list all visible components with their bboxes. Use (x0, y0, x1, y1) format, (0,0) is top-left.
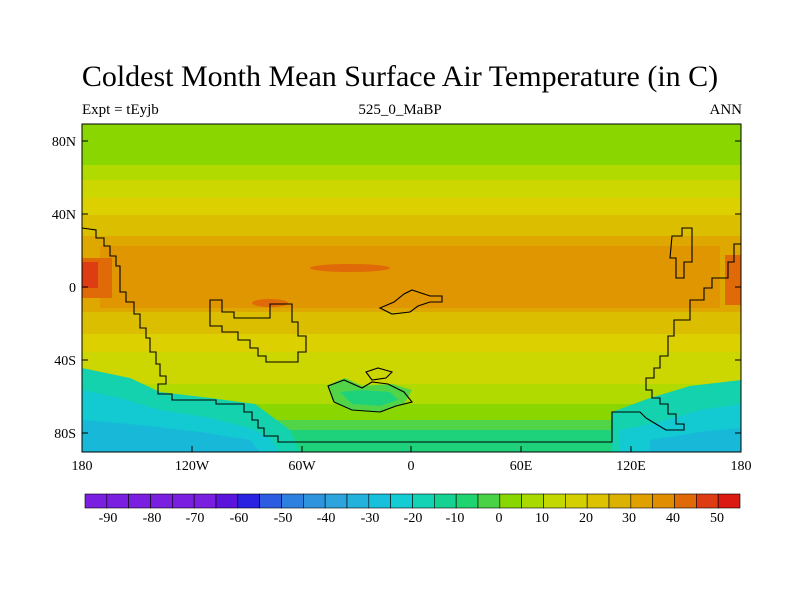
colorbar-swatch (259, 493, 282, 509)
coast-east (639, 243, 741, 431)
colorbar-swatch (521, 493, 544, 509)
colorbar-label: 50 (710, 511, 724, 526)
band-tropics-core (100, 246, 720, 308)
y-axis: 80N 40N 0 40S 80S (52, 135, 741, 442)
colorbar-swatch (717, 493, 741, 509)
colorbar-label: -10 (446, 511, 465, 526)
hot-spot-left-edge (82, 262, 98, 288)
colorbar-swatch (193, 493, 217, 509)
colorbar-label: 30 (622, 511, 636, 526)
colorbar-swatch (477, 493, 501, 509)
warm-spot-equator (310, 264, 390, 272)
colorbar-label: 0 (496, 511, 503, 526)
warm-spot-right-edge (725, 255, 741, 305)
temperature-field (82, 124, 741, 452)
y-tick-label: 40S (54, 354, 76, 369)
colorbar-swatch (608, 493, 632, 509)
colorbar (84, 493, 741, 509)
y-tick-label: 40N (52, 208, 76, 223)
colorbar-swatch (565, 493, 588, 509)
colorbar-label: -60 (230, 511, 249, 526)
y-tick-label: 80N (52, 135, 76, 150)
x-tick-label: 0 (408, 459, 415, 474)
continent-outlines (81, 227, 741, 443)
colorbar-swatch (630, 493, 653, 509)
colorbar-swatch (652, 493, 675, 509)
y-tick-label: 80S (54, 427, 76, 442)
colorbar-swatch (674, 493, 697, 509)
colorbar-swatch (324, 493, 348, 509)
cold-island-core (340, 390, 398, 406)
colorbar-swatch (281, 493, 304, 509)
colorbar-swatch (434, 493, 457, 509)
continent-east-sliver (669, 227, 693, 279)
x-tick-label: 120E (616, 459, 646, 474)
x-tick-label: 120W (175, 459, 210, 474)
x-tick-label: 180 (72, 459, 93, 474)
colorbar-label: -90 (99, 511, 118, 526)
colorbar-swatch (237, 493, 260, 509)
continent-central (209, 299, 307, 363)
colorbar-label: -20 (404, 511, 423, 526)
x-tick-label: 60E (510, 459, 533, 474)
colorbar-label: -40 (317, 511, 336, 526)
colorbar-label: 10 (535, 511, 549, 526)
colorbar-swatch (106, 493, 129, 509)
x-tick-label: 180 (731, 459, 752, 474)
colorbar-labels: -90 -80 -70 -60 -50 -40 -30 -20 -10 0 10… (99, 511, 724, 526)
colorbar-swatch (412, 493, 435, 509)
y-tick-label: 0 (69, 281, 76, 296)
coast-west (81, 227, 640, 443)
experiment-label: Expt = tEyjb (82, 102, 159, 118)
island-south-small (365, 367, 394, 381)
colorbar-swatch (172, 493, 195, 509)
season-label: ANN (709, 102, 743, 118)
colorbar-swatch (390, 493, 413, 509)
colorbar-swatch (128, 493, 151, 509)
warm-spot-west (252, 299, 288, 307)
colorbar-swatch (303, 493, 326, 509)
colorbar-label: -80 (143, 511, 162, 526)
coldest-east-south (650, 428, 741, 452)
island-equator (378, 289, 443, 315)
colorbar-label: 20 (579, 511, 593, 526)
colorbar-swatch (586, 493, 610, 509)
colorbar-swatch (368, 493, 391, 509)
colorbar-swatch (84, 493, 108, 509)
colorbar-swatch (215, 493, 239, 509)
x-axis: 180 120W 60W 0 60E 120E 180 (72, 446, 752, 474)
colorbar-swatch (543, 493, 566, 509)
colorbar-label: -30 (361, 511, 380, 526)
colorbar-swatch (455, 493, 479, 509)
time-label: 525_0_MaBP (358, 102, 442, 118)
colorbar-swatch (150, 493, 173, 509)
island-south (327, 379, 413, 413)
coldest-west-south (82, 420, 260, 452)
x-tick-label: 60W (288, 459, 316, 474)
colorbar-swatch (346, 493, 370, 509)
colorbar-label: -50 (274, 511, 293, 526)
plot-title: Coldest Month Mean Surface Air Temperatu… (81, 60, 719, 93)
colorbar-label: -70 (186, 511, 205, 526)
colorbar-label: 40 (666, 511, 680, 526)
colorbar-swatch (696, 493, 719, 509)
colorbar-swatch (499, 493, 522, 509)
